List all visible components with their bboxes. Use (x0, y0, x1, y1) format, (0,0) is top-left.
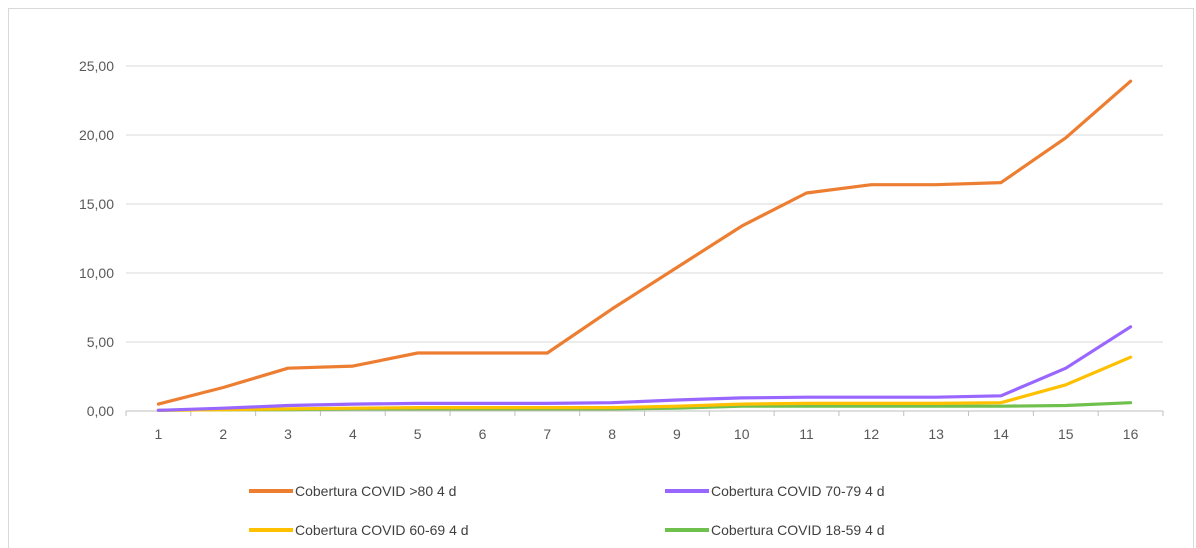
legend-item-0: Cobertura COVID >80 4 d (249, 483, 456, 499)
y-tick-label-3: 15,00 (79, 196, 114, 212)
series-line-2 (156, 355, 1133, 412)
y-tick-label-2: 10,00 (79, 265, 114, 281)
legend-item-3: Cobertura COVID 18-59 4 d (665, 522, 885, 538)
legend-swatch-2 (249, 528, 293, 532)
series-line-0 (156, 79, 1133, 406)
legend-label-2: Cobertura COVID 60-69 4 d (295, 522, 469, 538)
x-tick-label-3: 4 (349, 426, 357, 442)
y-tick-label-1: 5,00 (87, 334, 114, 350)
y-tick-label-4: 20,00 (79, 127, 114, 143)
legend-swatch-0 (249, 489, 293, 493)
x-tick-label-6: 7 (543, 426, 551, 442)
chart-frame: 0,00 5,00 10,00 15,00 20,00 25,00 1 2 3 4 5 6 7 8 9 10 1… (8, 8, 1194, 548)
x-tick-label-11: 12 (864, 426, 880, 442)
legend-label-3: Cobertura COVID 18-59 4 d (711, 522, 885, 538)
legend-item-2: Cobertura COVID 60-69 4 d (249, 522, 469, 538)
x-tick-label-10: 11 (799, 426, 814, 442)
x-tick-label-15: 16 (1123, 426, 1139, 442)
x-tick-label-4: 5 (414, 426, 422, 442)
x-tick-label-2: 3 (284, 426, 292, 442)
legend-swatch-1 (665, 489, 709, 493)
x-tick-label-1: 2 (219, 426, 227, 442)
legend-label-1: Cobertura COVID 70-79 4 d (711, 483, 885, 499)
x-tick-label-0: 1 (155, 426, 163, 442)
legend-label-0: Cobertura COVID >80 4 d (295, 483, 457, 499)
x-tick-label-12: 13 (928, 426, 944, 442)
x-tick-label-8: 9 (673, 426, 681, 442)
legend-item-1: Cobertura COVID 70-79 4 d (665, 483, 885, 499)
x-tick-label-13: 14 (993, 426, 1009, 442)
legend-swatch-3 (665, 528, 709, 532)
x-tick-label-5: 6 (479, 426, 487, 442)
x-tick-label-7: 8 (608, 426, 616, 442)
x-tick-label-9: 10 (734, 426, 750, 442)
y-tick-label-5: 25,00 (79, 58, 114, 74)
series-line-1 (156, 325, 1133, 412)
y-tick-label-0: 0,00 (87, 403, 114, 419)
x-tick-label-14: 15 (1058, 426, 1074, 442)
